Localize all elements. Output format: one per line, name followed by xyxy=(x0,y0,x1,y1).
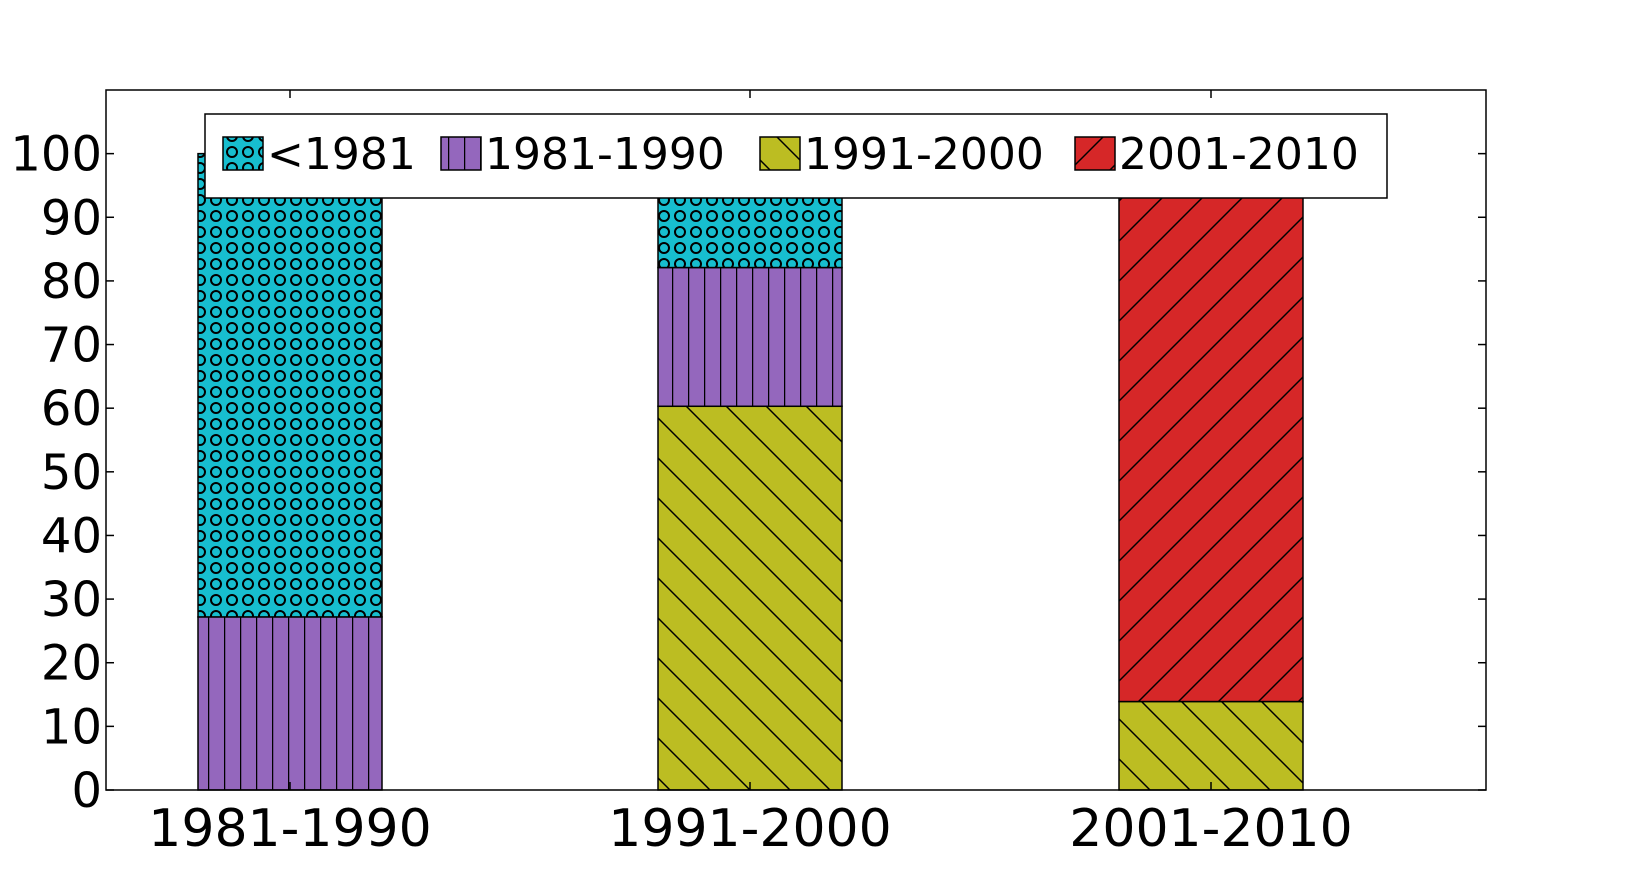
ytick-label-90: 90 xyxy=(41,190,102,246)
legend-label: 1991-2000 xyxy=(804,129,1044,180)
ytick-label-20: 20 xyxy=(41,636,102,692)
legend-label: 1981-1990 xyxy=(485,129,725,180)
bar-segment-1981-1990-1981-1990 xyxy=(197,616,383,791)
legend-entry-1981-1990: 1981-1990 xyxy=(440,129,725,180)
legend-entry-1991-2000: 1991-2000 xyxy=(759,129,1044,180)
ytick-label-50: 50 xyxy=(41,445,102,501)
xtick-label-1991-2000: 1991-2000 xyxy=(608,799,891,859)
bar-hatch xyxy=(657,266,843,408)
ytick-label-0: 0 xyxy=(71,763,102,819)
plot-frame xyxy=(105,89,1487,791)
bars-layer xyxy=(197,152,1304,791)
legend-swatch xyxy=(1074,136,1116,171)
xtick-label-2001-2010: 2001-2010 xyxy=(1069,799,1352,859)
bar-segment-1991-2000-1981-1990 xyxy=(657,266,843,408)
bar-hatch xyxy=(197,152,383,618)
ytick-label-80: 80 xyxy=(41,254,102,310)
legend-label: 2001-2010 xyxy=(1119,129,1359,180)
legend-label: <1981 xyxy=(267,129,416,180)
ytick-label-70: 70 xyxy=(41,318,102,374)
bar-hatch xyxy=(1118,190,1304,703)
axes-layer xyxy=(105,89,1487,791)
legend-swatch xyxy=(222,136,264,171)
bar-hatch xyxy=(657,405,843,791)
ytick-label-30: 30 xyxy=(41,572,102,628)
legend-entry-2001-2010: 2001-2010 xyxy=(1074,129,1359,180)
ytick-label-60: 60 xyxy=(41,381,102,437)
ytick-label-100: 100 xyxy=(10,127,102,183)
ytick-label-10: 10 xyxy=(41,699,102,755)
legend-swatch xyxy=(759,136,801,171)
bar-segment-1981-1990-1981 xyxy=(197,152,383,618)
bar-segment-2001-2010-1991-2000 xyxy=(1118,700,1304,791)
ticks-layer: 0 10 20 30 40 50 60 70 80 90 100 1981-1990 1991-2000… xyxy=(10,90,1486,859)
legend: <1981 1981-1990 1991-2000 2001-2010 xyxy=(204,113,1388,199)
bar-segment-2001-2010-2001-2010 xyxy=(1118,190,1304,703)
bar-segment-1991-2000-1991-2000 xyxy=(657,405,843,791)
bar-hatch xyxy=(1118,700,1304,791)
legend-entry-1981: <1981 xyxy=(222,129,416,180)
xtick-label-1981-1990: 1981-1990 xyxy=(148,799,431,859)
ytick-label-40: 40 xyxy=(41,508,102,564)
legend-swatch xyxy=(440,136,482,171)
bar-hatch xyxy=(197,616,383,791)
